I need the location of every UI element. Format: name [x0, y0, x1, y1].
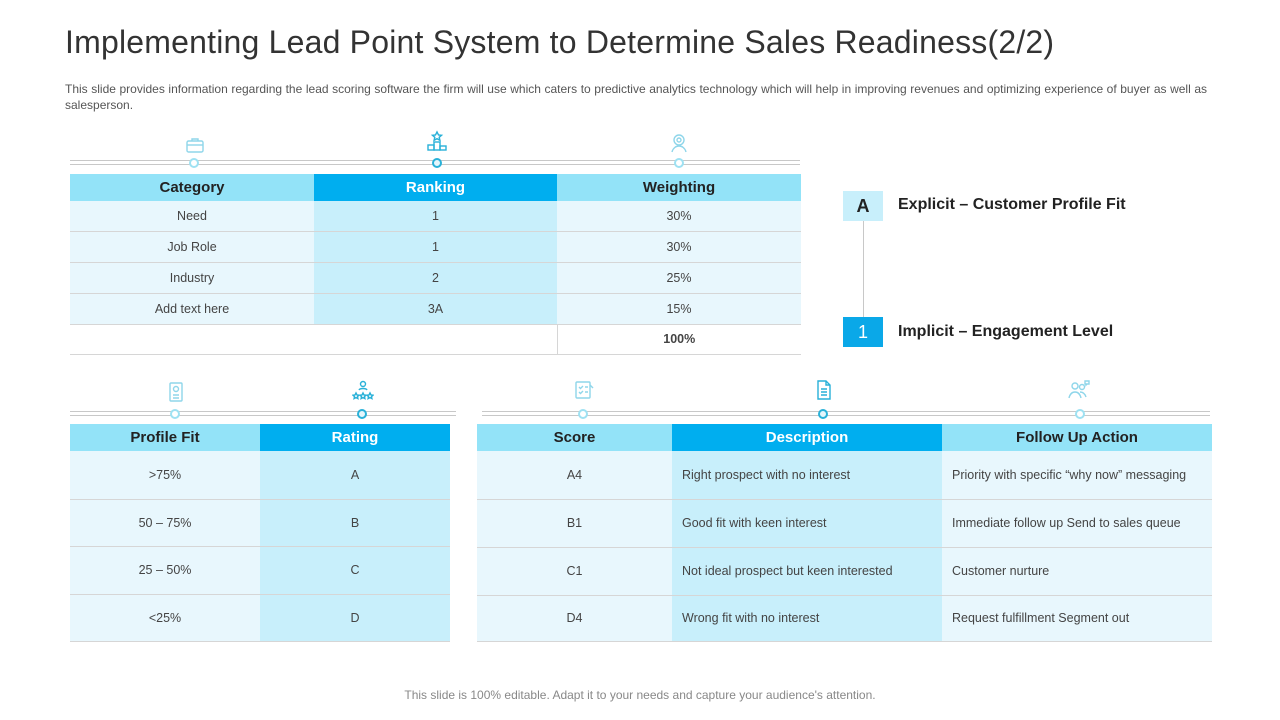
profile-fit-table: Profile Fit Rating >75% A 50 – 75% B 25 … — [70, 424, 450, 642]
table2-dot-1 — [170, 409, 180, 419]
steps-connector — [863, 220, 864, 318]
table-cell: 30% — [557, 201, 801, 232]
table1-dot-3 — [674, 158, 684, 168]
team-rating-icon — [352, 379, 374, 401]
step-badge-implicit: 1 — [843, 317, 883, 347]
table-row: 25 – 50% C — [70, 546, 450, 595]
table-cell: 15% — [557, 293, 801, 325]
total-row: 100% — [70, 324, 801, 355]
score-sheet-icon — [573, 379, 595, 401]
table3-dot-1 — [578, 409, 588, 419]
table-cell: 1 — [314, 201, 557, 232]
table-cell: Right prospect with no interest — [672, 451, 942, 500]
table-cell: Priority with specific “why now” messagi… — [942, 451, 1212, 500]
col-header-category: Category — [70, 174, 314, 201]
table-cell: 25 – 50% — [70, 546, 260, 595]
col-header-ranking: Ranking — [314, 174, 557, 201]
table-row: D4 Wrong fit with no interest Request fu… — [477, 595, 1212, 642]
table-cell-empty — [314, 324, 558, 355]
table-cell: >75% — [70, 451, 260, 500]
ranking-podium-icon — [426, 130, 448, 152]
table-cell: 25% — [557, 262, 801, 294]
table-row: Add text here 3A 15% — [70, 293, 801, 325]
table-row: C1 Not ideal prospect but keen intereste… — [477, 547, 1212, 596]
step-label-explicit: Explicit – Customer Profile Fit — [898, 196, 1126, 213]
people-chat-icon — [1068, 379, 1090, 401]
table-cell: Add text here — [70, 293, 314, 325]
table-cell: D — [260, 594, 450, 642]
profile-card-icon — [165, 381, 187, 403]
col-header-score: Score — [477, 424, 672, 451]
briefcase-icon — [184, 134, 206, 156]
table3-dot-3 — [1075, 409, 1085, 419]
table-cell: Request fulfillment Segment out — [942, 595, 1212, 642]
table-cell: 1 — [314, 231, 557, 263]
col-header-profile-fit: Profile Fit — [70, 424, 260, 451]
table-cell: Immediate follow up Send to sales queue — [942, 499, 1212, 548]
table-cell: D4 — [477, 595, 672, 642]
table-cell: Industry — [70, 262, 314, 294]
table-cell: 50 – 75% — [70, 499, 260, 547]
table-row: >75% A — [70, 451, 450, 500]
total-weighting: 100% — [557, 324, 801, 355]
table3-rail — [482, 411, 1210, 416]
table-row: B1 Good fit with keen interest Immediate… — [477, 499, 1212, 548]
page-title: Implementing Lead Point System to Determ… — [65, 24, 1055, 60]
step-badge-explicit: A — [843, 191, 883, 221]
table1-dot-2 — [432, 158, 442, 168]
table-cell: A4 — [477, 451, 672, 500]
table-cell: 30% — [557, 231, 801, 263]
table-cell: B — [260, 499, 450, 547]
footer-note: This slide is 100% editable. Adapt it to… — [404, 688, 876, 702]
table3-dot-2 — [818, 409, 828, 419]
table2-rail — [70, 411, 456, 416]
table-row: Job Role 1 30% — [70, 231, 801, 263]
table-cell: Wrong fit with no interest — [672, 595, 942, 642]
col-header-weighting: Weighting — [557, 174, 801, 201]
table-cell: 2 — [314, 262, 557, 294]
table-row: A4 Right prospect with no interest Prior… — [477, 451, 1212, 500]
table-cell: <25% — [70, 594, 260, 642]
table-cell: C1 — [477, 547, 672, 596]
table-cell: Need — [70, 201, 314, 232]
table-cell: A — [260, 451, 450, 500]
table-row: Industry 2 25% — [70, 262, 801, 294]
table2-dot-2 — [357, 409, 367, 419]
score-action-table: Score Description Follow Up Action A4 Ri… — [477, 424, 1212, 642]
table-cell: Good fit with keen interest — [672, 499, 942, 548]
step-label-implicit: Implicit – Engagement Level — [898, 323, 1114, 340]
col-header-description: Description — [672, 424, 942, 451]
lead-ranking-table: Category Ranking Weighting Need 1 30% Jo… — [70, 174, 801, 355]
table-cell: B1 — [477, 499, 672, 548]
table-row: Need 1 30% — [70, 201, 801, 232]
col-header-rating: Rating — [260, 424, 450, 451]
table-cell: 3A — [314, 293, 557, 325]
table-row: <25% D — [70, 594, 450, 642]
table-cell: Not ideal prospect but keen interested — [672, 547, 942, 596]
document-icon — [813, 379, 835, 401]
col-header-follow-up: Follow Up Action — [942, 424, 1212, 451]
table-cell: Customer nurture — [942, 547, 1212, 596]
table-cell: C — [260, 546, 450, 595]
table-cell-empty — [70, 324, 314, 355]
table1-dot-1 — [189, 158, 199, 168]
award-person-icon — [668, 132, 690, 154]
table-cell: Job Role — [70, 231, 314, 263]
page-subtitle: This slide provides information regardin… — [65, 82, 1207, 112]
table-row: 50 – 75% B — [70, 499, 450, 547]
